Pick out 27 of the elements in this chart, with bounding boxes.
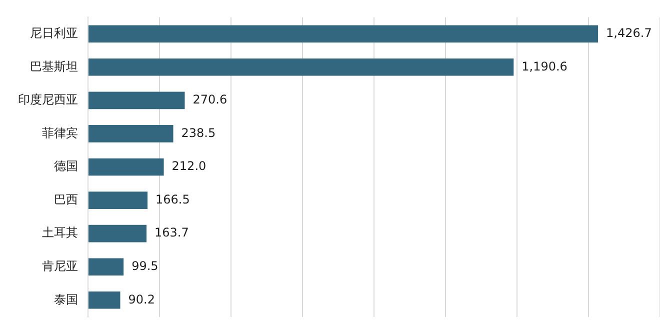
data-label: 163.7 bbox=[154, 226, 189, 240]
y-tick-label: 肯尼亚 bbox=[42, 258, 78, 273]
bar bbox=[88, 192, 148, 209]
y-tick-label: 尼日利亚 bbox=[30, 26, 78, 40]
bar bbox=[88, 258, 124, 276]
y-tick-label: 土耳其 bbox=[42, 226, 78, 240]
data-label: 90.2 bbox=[128, 292, 155, 306]
bar bbox=[88, 92, 185, 110]
bar bbox=[88, 158, 164, 176]
data-label: 212.0 bbox=[172, 159, 206, 174]
y-tick-label: 德国 bbox=[54, 159, 78, 174]
data-label: 1,190.6 bbox=[522, 59, 568, 74]
bar bbox=[88, 224, 147, 242]
data-label: 270.6 bbox=[192, 92, 228, 107]
y-tick-label: 巴基斯坦 bbox=[30, 59, 78, 74]
data-label: 99.5 bbox=[132, 258, 158, 273]
bar bbox=[88, 58, 514, 76]
y-tick-label: 菲律宾 bbox=[42, 126, 78, 140]
bar bbox=[88, 25, 598, 42]
bar bbox=[88, 292, 120, 309]
data-label: 166.5 bbox=[156, 192, 190, 206]
y-tick-label: 印度尼西亚 bbox=[18, 92, 78, 107]
bar bbox=[88, 125, 174, 142]
data-label: 1,426.7 bbox=[606, 26, 652, 40]
y-tick-label: 泰国 bbox=[54, 292, 78, 306]
y-tick-label: 巴西 bbox=[54, 192, 78, 206]
data-label: 238.5 bbox=[181, 126, 216, 140]
